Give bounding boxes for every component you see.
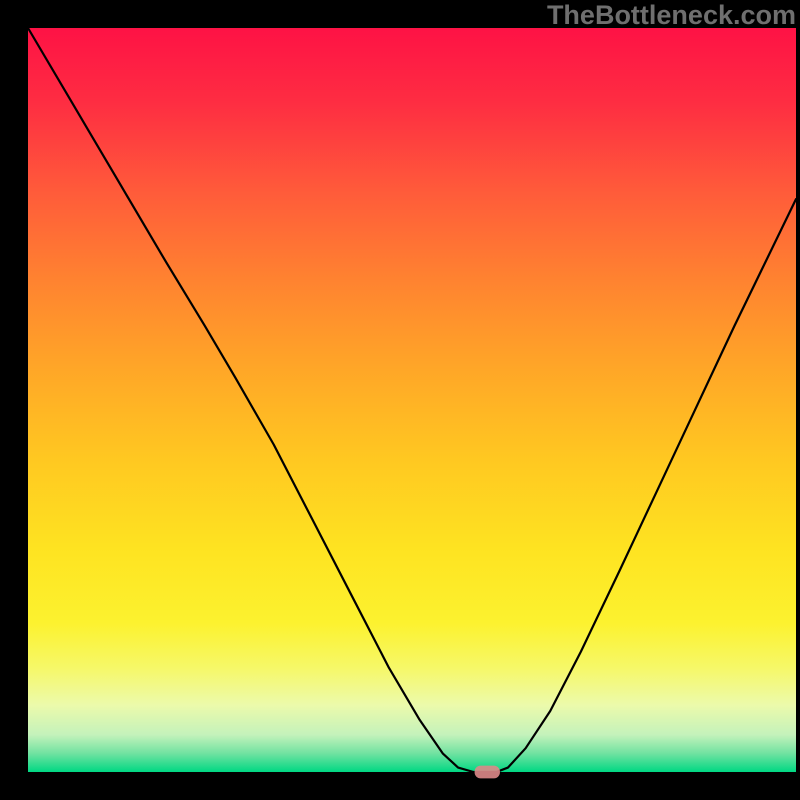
optimum-marker bbox=[475, 766, 500, 779]
watermark-text: TheBottleneck.com bbox=[547, 0, 796, 31]
chart-container: TheBottleneck.com bbox=[0, 0, 800, 800]
bottleneck-chart bbox=[0, 0, 800, 800]
plot-background bbox=[28, 28, 796, 772]
